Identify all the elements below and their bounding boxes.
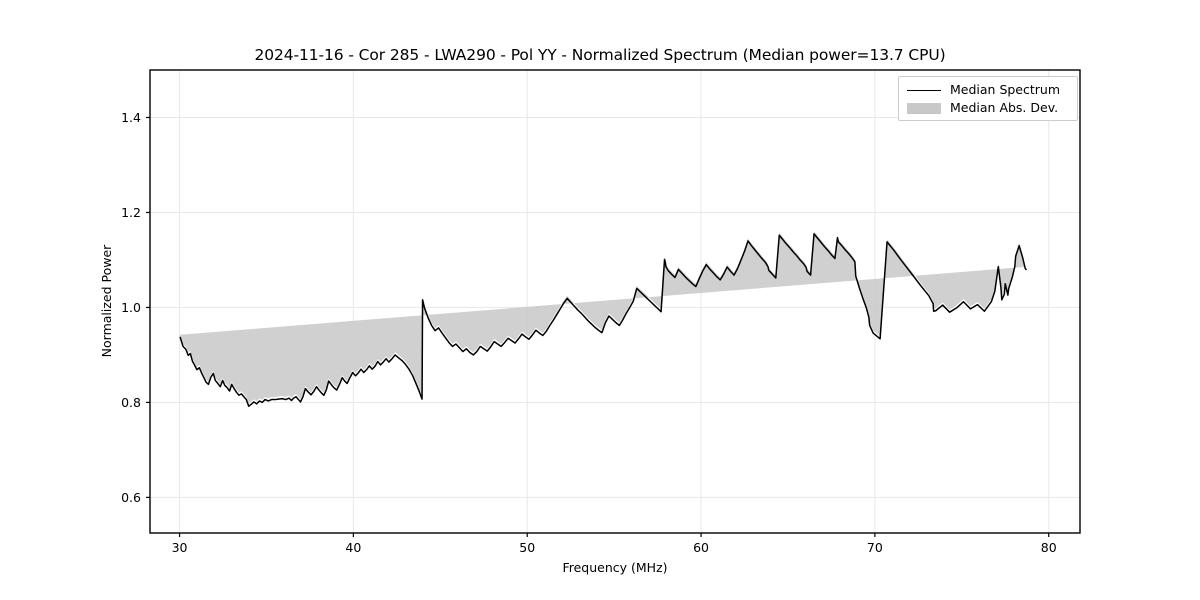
legend: Median Spectrum Median Abs. Dev. (898, 76, 1078, 121)
y-tick-label: 1.2 (121, 205, 141, 220)
x-tick-label: 40 (345, 540, 361, 555)
y-axis-label: Normalized Power (99, 244, 114, 358)
page-title: 2024-11-16 - Cor 285 - LWA290 - Pol YY -… (254, 46, 946, 64)
y-tick-label: 1.4 (121, 110, 141, 125)
x-tick-label: 50 (519, 540, 535, 555)
legend-item-median-spectrum: Median Spectrum (907, 81, 1069, 99)
axis-ticks (146, 116, 1050, 537)
legend-item-median-abs-dev: Median Abs. Dev. (907, 99, 1069, 117)
y-tick-label: 0.8 (121, 395, 141, 410)
x-tick-label: 30 (172, 540, 188, 555)
axis-tick-labels: 30 40 50 60 70 80 0.6 0.8 1.0 1.2 1.4 (121, 110, 1057, 555)
x-tick-label: 80 (1041, 540, 1057, 555)
axes-frame (149, 69, 1081, 534)
x-tick-label: 70 (867, 540, 883, 555)
legend-label-median-spectrum: Median Spectrum (950, 82, 1061, 97)
median-abs-dev-band (180, 231, 1027, 404)
x-axis-label: Frequency (MHz) (562, 560, 667, 575)
y-tick-label: 0.6 (121, 490, 141, 505)
median-spectrum-line (179, 233, 1027, 407)
legend-patch-swatch-icon (907, 102, 941, 114)
y-tick-label: 1.0 (121, 300, 141, 315)
legend-label-median-abs-dev: Median Abs. Dev. (950, 100, 1059, 115)
x-tick-label: 60 (693, 540, 709, 555)
legend-line-swatch-icon (907, 89, 941, 91)
